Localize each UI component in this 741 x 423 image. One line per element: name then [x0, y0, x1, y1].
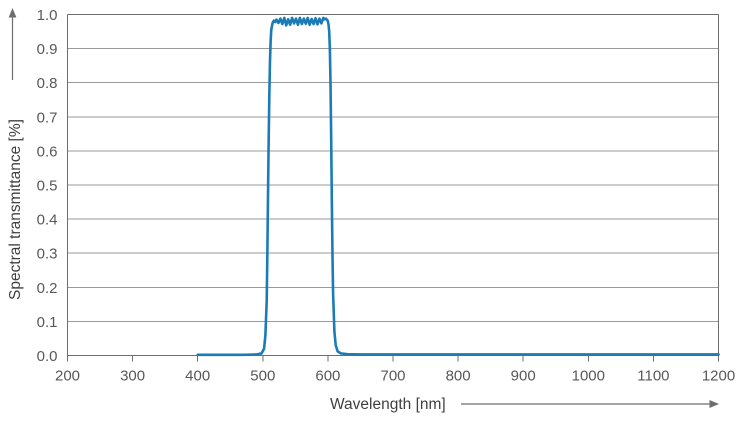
x-tickmarks	[67, 355, 719, 362]
x-tick-label: 1100	[637, 368, 669, 385]
y-tick-label: 0.6	[37, 143, 58, 160]
y-tick-label: 0.3	[37, 246, 58, 263]
y-tick-labels: 0.0 0.1 0.2 0.3 0.4 0.5 0.6 0.7 0.8 0.9 1.0	[37, 7, 58, 365]
x-tick-labels: 200 300 400 500 600 700 800 900 1000 1100 1200	[55, 368, 735, 385]
x-tick-label: 300	[120, 368, 145, 385]
y-tick-label: 0.1	[37, 314, 58, 331]
x-tick-label: 700	[380, 368, 405, 385]
y-tick-label: 0.9	[37, 41, 58, 58]
y-axis-arrow	[8, 8, 17, 80]
y-tick-label: 0.2	[37, 280, 58, 297]
y-axis-title: Spectral transmittance [%]	[7, 119, 24, 300]
x-axis-title: Wavelength [nm]	[330, 396, 446, 413]
x-tick-label: 600	[315, 368, 340, 385]
x-tick-label: 400	[185, 368, 210, 385]
y-tick-label: 0.7	[37, 109, 58, 126]
x-tick-label: 500	[250, 368, 275, 385]
x-tick-label: 1000	[572, 368, 605, 385]
x-tick-label: 900	[511, 368, 536, 385]
x-tick-label: 1200	[702, 368, 735, 385]
data-series-group	[196, 16, 720, 357]
y-tick-label: 1.0	[37, 7, 58, 24]
series-line-0	[196, 16, 720, 357]
x-axis-arrow	[461, 400, 719, 408]
y-tick-label: 0.5	[37, 178, 58, 195]
y-tick-label: 0.4	[37, 212, 58, 229]
y-gridlines	[67, 14, 719, 356]
y-tick-label: 0.8	[37, 75, 58, 92]
x-tick-label: 200	[55, 368, 80, 385]
y-tick-label: 0.0	[37, 348, 58, 365]
x-tick-label: 800	[446, 368, 471, 385]
